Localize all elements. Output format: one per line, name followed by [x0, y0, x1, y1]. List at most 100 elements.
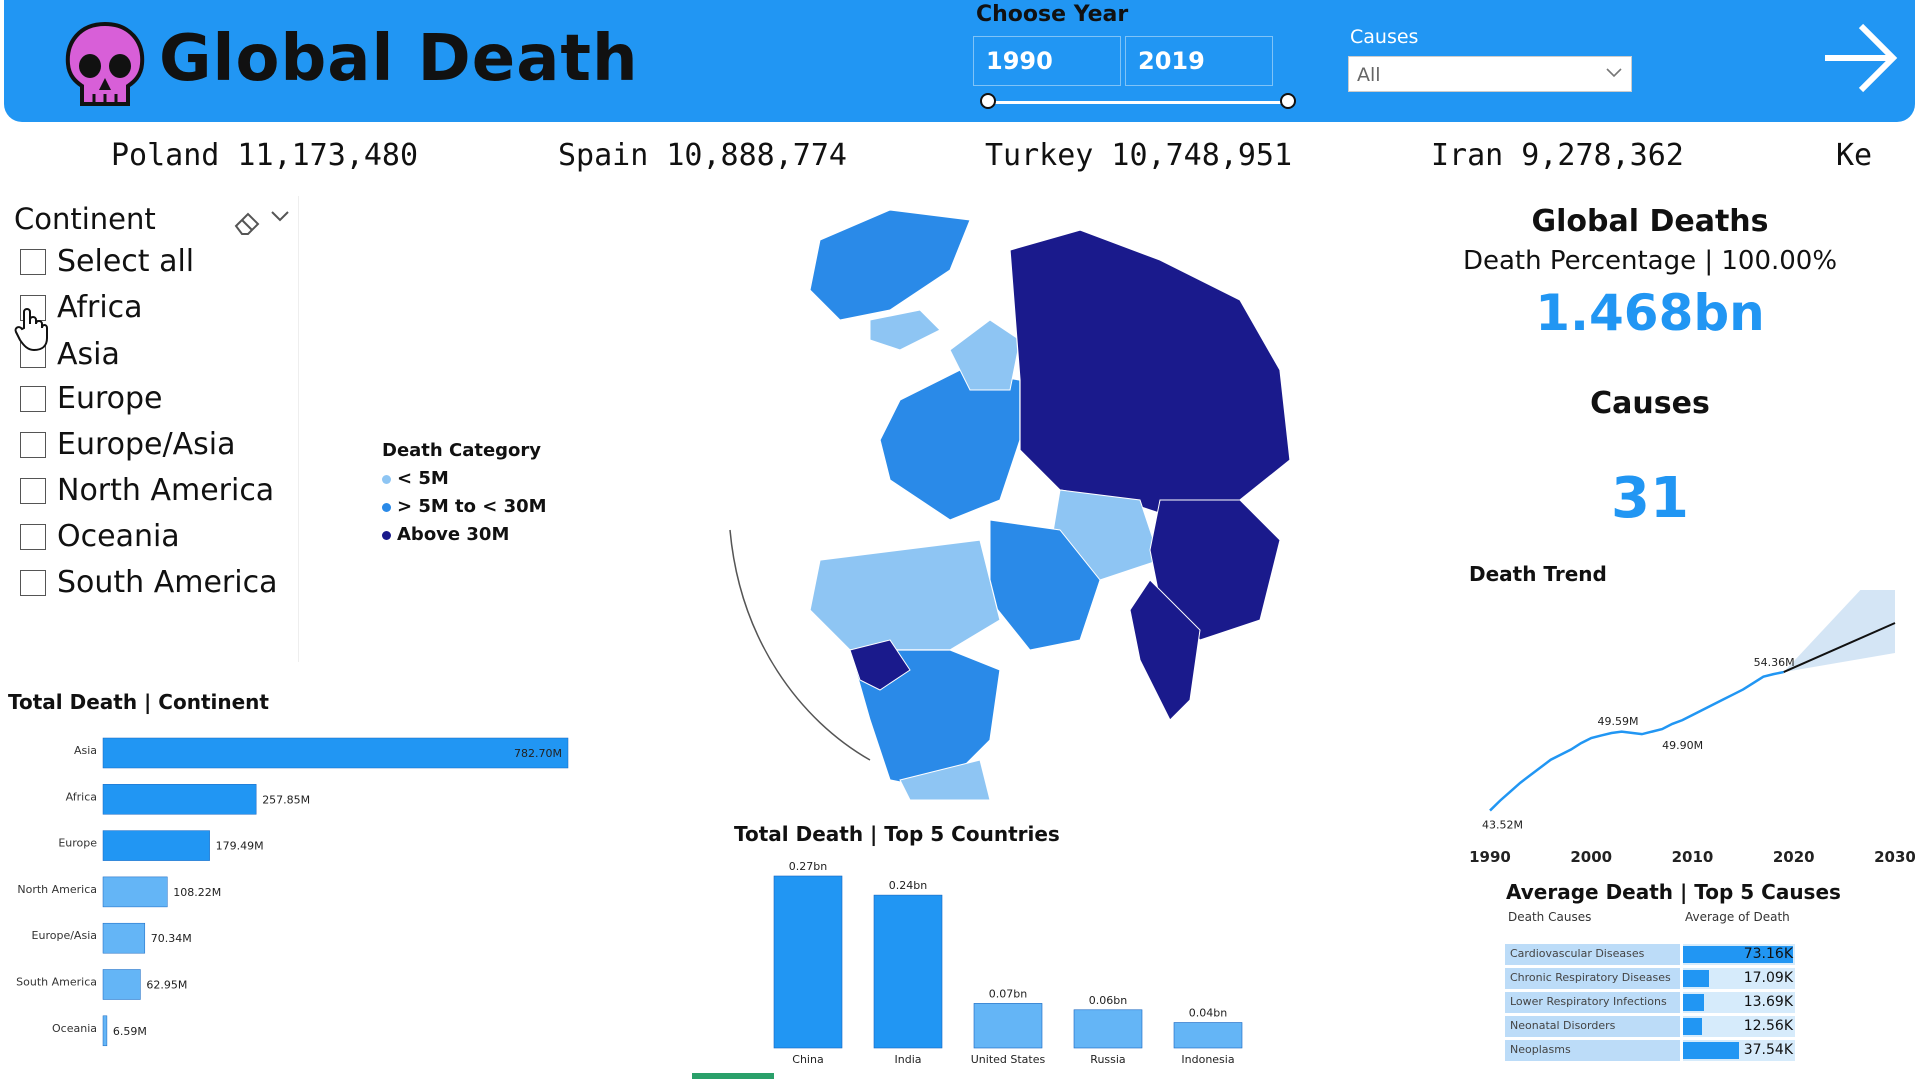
- bar-value-label: 108.22M: [173, 886, 221, 899]
- x-tick-label: 2030: [1874, 848, 1915, 866]
- year-end-input[interactable]: 2019: [1125, 36, 1273, 86]
- cause-value: 73.16K: [1743, 946, 1793, 962]
- slicer-item-label: Oceania: [57, 519, 180, 554]
- year-start-input[interactable]: 1990: [973, 36, 1121, 86]
- bar-category-label: Europe: [58, 837, 97, 850]
- arrow-right-icon[interactable]: [1819, 18, 1899, 98]
- continent-slicer: Continent Select all Africa Asia Europe …: [6, 196, 299, 662]
- bar-value-label: 6.59M: [113, 1025, 147, 1038]
- countries-chart-title: Total Death | Top 5 Countries: [734, 822, 1060, 846]
- data-bar: [1683, 970, 1709, 987]
- forecast-line: [1783, 622, 1896, 673]
- bar-category-label: Asia: [74, 744, 97, 757]
- data-bar: [1683, 994, 1704, 1011]
- death-trend-chart[interactable]: 1990 2000 2010 2020 2030 43.52M 49.59M 49.90M 54…: [1460, 590, 1915, 870]
- eraser-icon[interactable]: [232, 208, 264, 236]
- bar[interactable]: [973, 1003, 1043, 1049]
- map-region-nigeria: [849, 639, 911, 691]
- year-slider-track[interactable]: [988, 101, 1288, 104]
- trend-line[interactable]: [1489, 670, 1784, 812]
- legend-swatch: [382, 503, 391, 512]
- app-title: Global Death: [159, 22, 639, 96]
- table-row[interactable]: Lower Respiratory Infections 13.69K: [1505, 992, 1795, 1014]
- year-slider-end-handle[interactable]: [1280, 93, 1296, 109]
- bar[interactable]: [102, 737, 569, 769]
- checkbox[interactable]: [20, 249, 46, 275]
- page-indicator: [692, 1073, 774, 1079]
- trend-title: Death Trend: [1469, 562, 1607, 586]
- bar[interactable]: [102, 876, 168, 908]
- causes-dropdown[interactable]: All: [1348, 56, 1632, 92]
- legend-title: Death Category: [382, 440, 542, 461]
- bar-category-label: China: [792, 1053, 823, 1066]
- map-region-europe: [879, 369, 1021, 521]
- kpi-value: 1.468bn: [1535, 284, 1765, 342]
- bar[interactable]: [102, 784, 257, 815]
- bar[interactable]: [102, 830, 210, 861]
- causes-count: 31: [1611, 466, 1689, 531]
- bar-value-label: 179.49M: [216, 840, 264, 853]
- checkbox[interactable]: [20, 570, 46, 596]
- bar-value-label: 0.27bn: [789, 860, 827, 873]
- legend-item: < 5M: [382, 468, 449, 489]
- table-row[interactable]: Cardiovascular Diseases 73.16K: [1505, 944, 1795, 966]
- bar[interactable]: [102, 922, 146, 954]
- x-tick-label: 2000: [1570, 848, 1612, 866]
- map-region-russia: [1009, 229, 1291, 521]
- data-bar: [1683, 946, 1793, 963]
- bar[interactable]: [102, 1015, 108, 1047]
- cause-name: Neoplasms: [1505, 1040, 1680, 1061]
- bar-category-label: Oceania: [52, 1022, 97, 1035]
- ticker-item: Turkey 10,748,951: [985, 138, 1293, 173]
- bar-value-label: 0.06bn: [1089, 994, 1127, 1007]
- data-bar: [1683, 1042, 1740, 1059]
- checkbox[interactable]: [20, 386, 46, 412]
- table-row[interactable]: Neoplasms 37.54K: [1505, 1040, 1795, 1062]
- globe-map[interactable]: [720, 200, 1320, 800]
- bar-category-label: North America: [17, 883, 97, 896]
- checkbox[interactable]: [20, 432, 46, 458]
- map-region-scandinavia: [949, 319, 1021, 391]
- kpi-subtitle: Death Percentage | 100.00%: [1462, 246, 1838, 276]
- table-row[interactable]: Chronic Respiratory Diseases 17.09K: [1505, 968, 1795, 990]
- value-cell: [1683, 992, 1795, 1013]
- bar-value-label: 257.85M: [262, 793, 310, 806]
- continent-bar-chart[interactable]: Asia 782.70M Africa 257.85M Europe 179.49M Nor…: [0, 730, 600, 1050]
- checkbox[interactable]: [20, 524, 46, 550]
- year-slider-start-handle[interactable]: [980, 93, 996, 109]
- table-row[interactable]: Neonatal Disorders 12.56K: [1505, 1016, 1795, 1038]
- slicer-item-label: Africa: [57, 290, 143, 325]
- bar-category-label: Africa: [66, 790, 97, 803]
- bar[interactable]: [1073, 1009, 1143, 1049]
- countries-bar-chart[interactable]: 0.27bn China 0.24bn India 0.07bn United State…: [740, 856, 1260, 1066]
- bar[interactable]: [773, 875, 843, 1049]
- causes-selected-value: All: [1357, 64, 1381, 86]
- map-region-iceland: [869, 309, 941, 351]
- ticker-item: Ke: [1836, 138, 1873, 173]
- cause-name: Cardiovascular Diseases: [1505, 944, 1680, 965]
- causes-title: Causes: [1590, 386, 1710, 421]
- chevron-down-icon[interactable]: [268, 206, 292, 226]
- bar[interactable]: [102, 969, 141, 1000]
- bar-category-label: Russia: [1090, 1053, 1125, 1066]
- ticker-item: Spain 10,888,774: [558, 138, 847, 173]
- checkbox[interactable]: [20, 478, 46, 504]
- causes-table-title: Average Death | Top 5 Causes: [1506, 880, 1841, 904]
- table-header[interactable]: Death Causes: [1508, 910, 1592, 924]
- map-region-china: [1149, 499, 1281, 641]
- bar[interactable]: [873, 894, 943, 1049]
- data-point-label: 49.90M: [1662, 739, 1703, 752]
- continent-chart-title: Total Death | Continent: [8, 690, 269, 714]
- value-cell: [1683, 968, 1795, 989]
- map-region-south-africa: [899, 759, 991, 800]
- table-header[interactable]: Average of Death: [1685, 910, 1790, 924]
- cause-value: 37.54K: [1743, 1042, 1793, 1058]
- causes-label: Causes: [1350, 26, 1419, 48]
- x-tick-label: 2010: [1672, 848, 1714, 866]
- slicer-item-label: Select all: [57, 244, 195, 279]
- slicer-item-label: South America: [57, 565, 278, 600]
- bar-category-label: Indonesia: [1181, 1053, 1234, 1066]
- bar-value-label: 0.04bn: [1189, 1007, 1227, 1020]
- map-region-north-africa: [809, 539, 1001, 651]
- bar[interactable]: [1173, 1022, 1243, 1049]
